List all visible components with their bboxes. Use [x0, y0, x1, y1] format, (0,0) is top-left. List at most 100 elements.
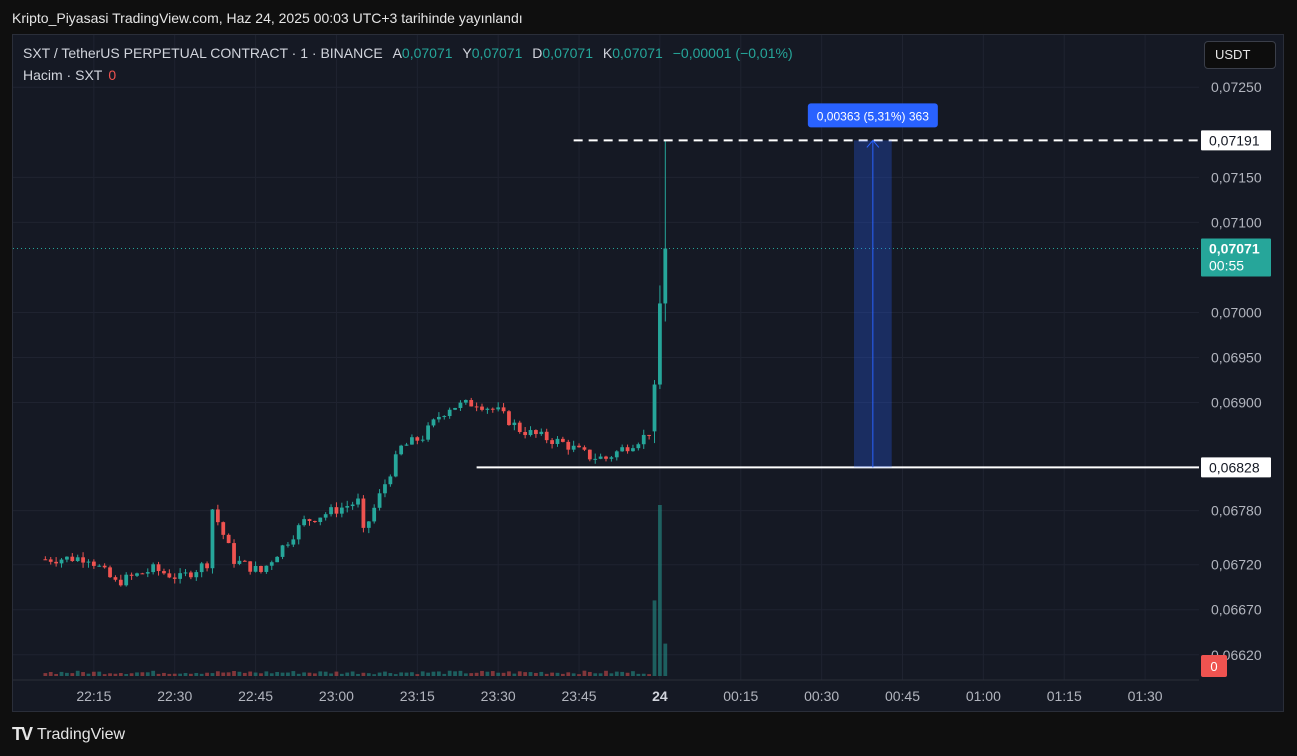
candle-body — [636, 444, 641, 449]
volume-bar — [383, 671, 387, 676]
candle-body — [145, 572, 150, 574]
x-tick-label: 24 — [652, 688, 668, 704]
candle-body — [361, 498, 366, 528]
y-tick-label: 0,06900 — [1211, 395, 1262, 411]
x-tick-label: 01:15 — [1047, 688, 1082, 704]
candle-body — [458, 402, 463, 408]
volume-bar — [91, 671, 96, 676]
low-price-label: 0,06828 — [1209, 459, 1260, 475]
volume-bar — [70, 673, 75, 676]
volume-bar — [248, 671, 253, 676]
candle-body — [86, 561, 91, 563]
candle-body — [490, 408, 495, 410]
x-tick-label: 23:30 — [481, 688, 516, 704]
candlestick-chart[interactable]: 0,00363 (5,31%) 363 0,07250 0,07150 0,07100… — [13, 35, 1283, 711]
candle-body — [291, 539, 296, 545]
low-label: D — [532, 45, 543, 61]
candle-body — [652, 384, 657, 432]
volume-bar — [339, 673, 344, 676]
currency-button[interactable]: USDT — [1204, 41, 1276, 69]
symbol-name[interactable]: SXT / TetherUS PERPETUAL CONTRACT · 1 · … — [23, 45, 383, 61]
candle-body — [156, 564, 161, 572]
volume-bar — [291, 671, 296, 676]
volume-label[interactable]: Hacim · SXT — [23, 67, 103, 83]
candle-body — [345, 506, 350, 508]
candle-body — [609, 457, 614, 459]
candle-body — [463, 400, 468, 403]
volume-bar — [469, 673, 474, 676]
candle-body — [523, 431, 528, 436]
candle-body — [135, 573, 139, 576]
candle-body — [614, 451, 619, 458]
volume-bar — [490, 671, 495, 676]
candle-body — [178, 573, 183, 579]
volume-bar — [102, 674, 107, 676]
volume-bar — [350, 671, 355, 676]
high-label: Y — [462, 45, 472, 61]
low-price-label-bg — [1201, 457, 1271, 478]
candle-body — [264, 565, 269, 572]
candle-body — [372, 507, 377, 522]
volume-bar — [113, 673, 118, 676]
candle-body — [221, 522, 226, 535]
volume-bar — [221, 672, 226, 676]
volume-bar — [501, 672, 506, 676]
candle-body — [631, 448, 635, 452]
candle-body — [162, 571, 166, 574]
candle-body — [426, 425, 430, 440]
tradingview-logo-icon: TV — [12, 724, 33, 744]
candle-body — [318, 517, 323, 522]
candle-body — [43, 559, 48, 561]
volume-bar — [496, 672, 501, 676]
candle-body — [108, 567, 112, 578]
volume-bar — [118, 673, 123, 676]
volume-bar — [507, 671, 511, 676]
measure-label-bg — [807, 103, 938, 128]
open-value: 0,07071 — [401, 45, 453, 61]
y-tick-label: 0,07150 — [1211, 169, 1262, 185]
change-value: −0,00001 (−0,01%) — [672, 45, 793, 61]
volume-bar — [178, 673, 183, 676]
volume-bar — [264, 671, 269, 676]
candle-body — [577, 445, 581, 448]
candle-body — [474, 406, 479, 408]
candle-body — [453, 407, 457, 410]
volume-bar — [269, 673, 274, 676]
volume-bar — [636, 673, 641, 676]
tradingview-logo-text: TradingView — [37, 725, 126, 743]
volume-bar — [194, 673, 199, 676]
volume-bar — [156, 673, 161, 676]
chart-frame[interactable]: 0,00363 (5,31%) 363 0,07250 0,07150 0,07100… — [12, 34, 1284, 712]
volume-bar — [167, 673, 172, 676]
candle-body — [485, 408, 490, 410]
volume-bar — [431, 671, 436, 676]
candle-body — [124, 574, 129, 586]
candle-body — [140, 573, 145, 575]
volume-bar — [302, 672, 306, 676]
candle-body — [75, 557, 80, 562]
x-tick-label: 22:30 — [157, 688, 192, 704]
candle-body — [436, 416, 441, 420]
volume-bar — [388, 673, 393, 676]
tradingview-logo[interactable]: TV TradingView — [12, 724, 125, 745]
candle-body — [232, 543, 236, 564]
x-tick-label: 01:00 — [966, 688, 1001, 704]
volume-bar — [560, 673, 565, 676]
volume-bar — [442, 673, 447, 676]
candle-body — [97, 565, 102, 567]
measure-label: 0,00363 (5,31%) 363 — [817, 109, 929, 123]
volume-bar — [652, 600, 657, 676]
volume-bar — [631, 671, 635, 676]
candle-body — [323, 514, 328, 518]
volume-bar — [480, 670, 484, 676]
current-price-label-countdown: 00:55 — [1209, 257, 1244, 273]
volume-bar — [609, 673, 614, 676]
y-tick-label: 0,07100 — [1211, 214, 1262, 230]
candle-body — [512, 422, 517, 426]
measure-arrow-head — [866, 139, 880, 148]
candle-body — [275, 556, 280, 563]
volume-bar — [226, 672, 231, 676]
candle-body — [350, 504, 355, 507]
y-tick-label: 0,07000 — [1211, 304, 1262, 320]
candle-body — [399, 445, 404, 455]
